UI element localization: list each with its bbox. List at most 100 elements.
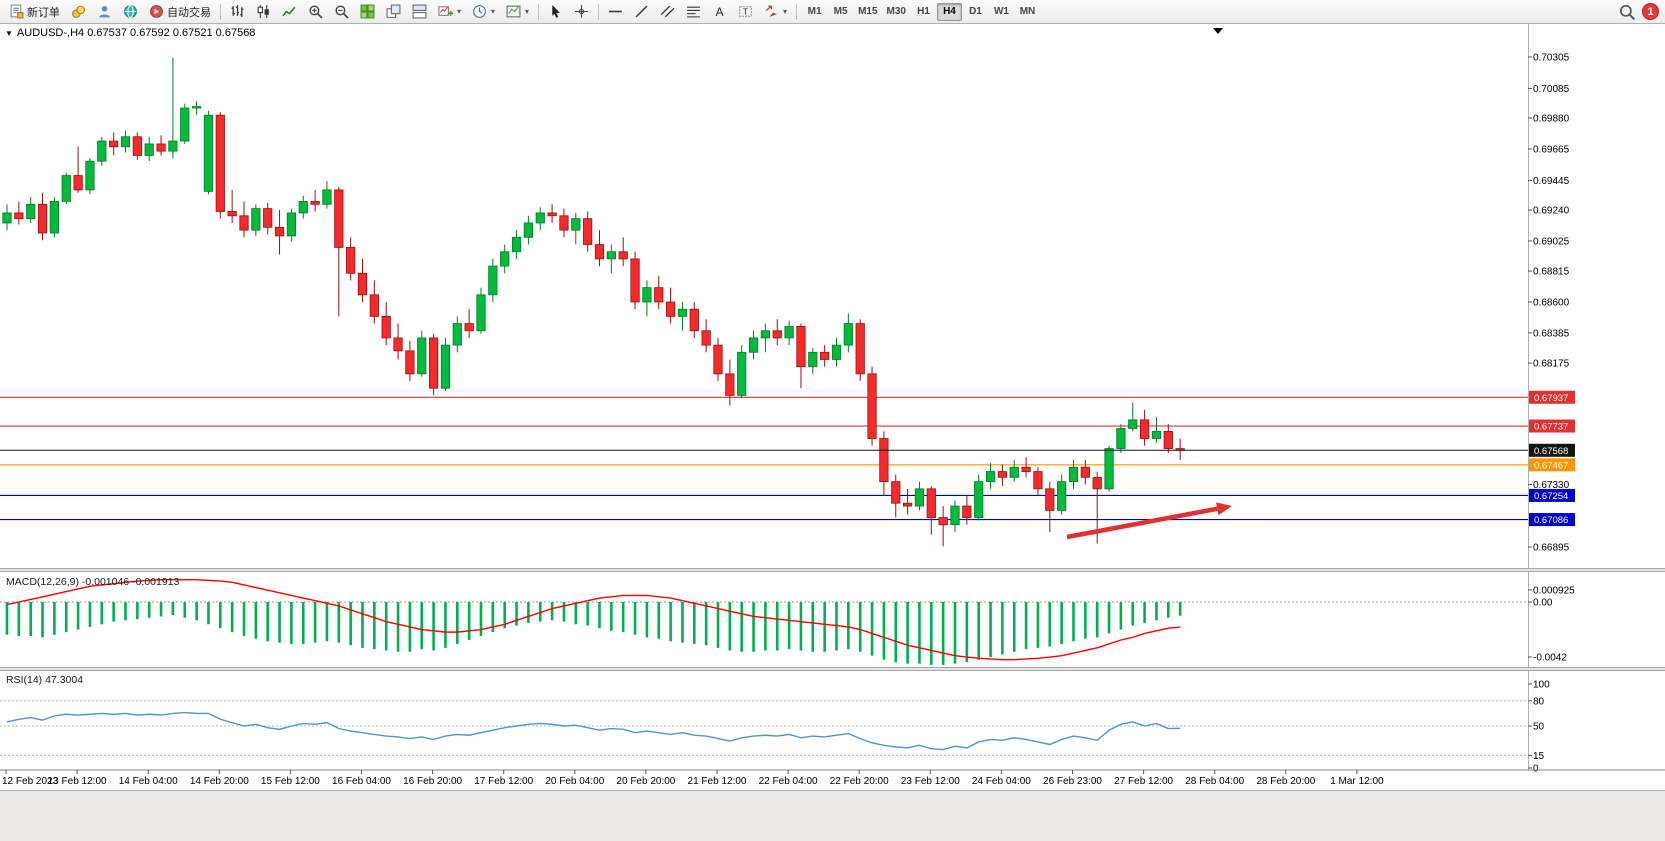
- new-order-icon: [9, 4, 24, 19]
- market-watch-button[interactable]: [66, 2, 91, 22]
- svg-text:0.67737: 0.67737: [1534, 422, 1568, 433]
- svg-text:13 Feb 12:00: 13 Feb 12:00: [48, 776, 107, 787]
- trend-arrow: [1066, 502, 1232, 540]
- macd-indicator-label: MACD(12,26,9) -0.001046 -0.001913: [6, 576, 180, 588]
- svg-text:20 Feb 04:00: 20 Feb 04:00: [545, 776, 604, 787]
- svg-text:0.67086: 0.67086: [1534, 515, 1568, 526]
- price-chart-canvas[interactable]: 0.70305 0.70085 0.69880 0.69665 0.69445 0.692…: [0, 24, 1665, 841]
- tile-windows-button[interactable]: [355, 2, 380, 22]
- macd-splitter[interactable]: [0, 568, 1665, 572]
- shapes-tool-button[interactable]: ▾: [759, 2, 792, 22]
- svg-text:24 Feb 04:00: 24 Feb 04:00: [972, 776, 1031, 787]
- accounts-button[interactable]: [92, 2, 117, 22]
- templates-button[interactable]: ▾: [501, 2, 534, 22]
- dropdown-caret-icon: ▾: [525, 7, 530, 16]
- cursor-button[interactable]: [543, 2, 568, 22]
- svg-text:16 Feb 20:00: 16 Feb 20:00: [403, 776, 462, 787]
- candlestick-chart-button[interactable]: [251, 2, 276, 22]
- svg-text:0.67254: 0.67254: [1534, 491, 1568, 502]
- arrange-icon: [412, 4, 427, 19]
- search-icon[interactable]: [1618, 3, 1636, 21]
- channel-tool-button[interactable]: [655, 2, 680, 22]
- rsi-indicator-label: RSI(14) 47.3004: [6, 674, 84, 686]
- line-chart-icon: [282, 4, 297, 19]
- svg-text:0.69445: 0.69445: [1533, 176, 1570, 187]
- periods-button[interactable]: ▾: [467, 2, 500, 22]
- svg-text:0.68600: 0.68600: [1533, 298, 1570, 309]
- timeframe-h1[interactable]: H1: [917, 5, 930, 17]
- globe-icon: [123, 4, 138, 19]
- svg-text:0: 0: [1533, 764, 1539, 775]
- timeframe-m30[interactable]: M30: [886, 5, 906, 17]
- zoom-in-icon: [308, 4, 323, 19]
- svg-text:0.67568: 0.67568: [1534, 446, 1568, 457]
- dropdown-caret-icon: ▾: [457, 7, 462, 16]
- chart-symbol-header: ▼ AUDUSD-,H4 0.67537 0.67592 0.67521 0.6…: [5, 27, 255, 39]
- hline-icon: [608, 4, 623, 19]
- svg-text:15 Feb 12:00: 15 Feb 12:00: [261, 776, 320, 787]
- label-icon: T: [738, 4, 753, 19]
- toolbar-separator: [796, 3, 798, 20]
- rsi-splitter[interactable]: [0, 667, 1665, 671]
- text-icon: A: [712, 4, 727, 19]
- svg-text:15: 15: [1533, 751, 1545, 762]
- zoom-out-button[interactable]: [329, 2, 354, 22]
- label-tool-button[interactable]: T: [733, 2, 758, 22]
- arrange-windows-button[interactable]: [407, 2, 432, 22]
- svg-text:16 Feb 04:00: 16 Feb 04:00: [332, 776, 391, 787]
- new-order-button[interactable]: 新订单: [4, 2, 65, 22]
- rsi-panel: 100 80 50 15 0: [0, 680, 1550, 775]
- cascade-windows-button[interactable]: [381, 2, 406, 22]
- symbol-ohlc-text: AUDUSD-,H4 0.67537 0.67592 0.67521 0.675…: [16, 27, 256, 39]
- timeframe-mn[interactable]: MN: [1019, 5, 1036, 17]
- svg-text:21 Feb 12:00: 21 Feb 12:00: [688, 776, 747, 787]
- ohlc-bars-icon: [230, 4, 245, 19]
- timeframe-m1[interactable]: M1: [807, 5, 822, 17]
- fibonacci-tool-button[interactable]: [681, 2, 706, 22]
- autotrade-icon: [149, 4, 164, 19]
- bar-chart-button[interactable]: [225, 2, 250, 22]
- timeframe-m15[interactable]: M15: [858, 5, 878, 17]
- chevron-down-icon: ▼: [5, 28, 13, 38]
- timeframe-m5[interactable]: M5: [833, 5, 848, 17]
- timeframe-w1[interactable]: W1: [993, 5, 1009, 17]
- svg-text:20 Feb 20:00: 20 Feb 20:00: [616, 776, 675, 787]
- chart-shift-marker: [1213, 28, 1223, 34]
- notification-badge[interactable]: 1: [1642, 3, 1659, 20]
- auto-trading-button[interactable]: 自动交易: [144, 2, 216, 22]
- trendline-tool-button[interactable]: [629, 2, 654, 22]
- svg-text:14 Feb 20:00: 14 Feb 20:00: [190, 776, 249, 787]
- dropdown-caret-icon: ▾: [491, 7, 496, 16]
- chart-window[interactable]: 0.70305 0.70085 0.69880 0.69665 0.69445 0.692…: [0, 24, 1665, 841]
- crosshair-icon: [574, 4, 589, 19]
- new-chart-icon: [438, 4, 453, 19]
- timeframe-d1[interactable]: D1: [969, 5, 982, 17]
- dropdown-caret-icon: ▾: [783, 7, 788, 16]
- svg-text:0.70305: 0.70305: [1533, 53, 1570, 64]
- svg-text:0.70085: 0.70085: [1533, 84, 1570, 95]
- svg-text:A: A: [716, 6, 724, 19]
- svg-text:100: 100: [1533, 680, 1550, 691]
- line-chart-button[interactable]: [277, 2, 302, 22]
- zoom-in-button[interactable]: [303, 2, 328, 22]
- timeframe-h4[interactable]: H4: [936, 2, 962, 21]
- price-lines-layer: [0, 396, 1528, 521]
- svg-text:0.69665: 0.69665: [1533, 144, 1570, 155]
- zoom-out-icon: [334, 4, 349, 19]
- crosshair-button[interactable]: [569, 2, 594, 22]
- svg-text:0.68175: 0.68175: [1533, 359, 1570, 370]
- candlestick-icon: [256, 4, 271, 19]
- svg-text:0.68385: 0.68385: [1533, 328, 1570, 339]
- channel-icon: [660, 4, 675, 19]
- text-tool-button[interactable]: A: [707, 2, 732, 22]
- new-chart-button[interactable]: ▾: [433, 2, 466, 22]
- svg-text:0.68815: 0.68815: [1533, 267, 1570, 278]
- svg-text:0.67937: 0.67937: [1534, 393, 1568, 404]
- new-order-button-label: 新订单: [27, 6, 60, 19]
- svg-text:1 Mar 12:00: 1 Mar 12:00: [1330, 776, 1384, 787]
- community-button[interactable]: [118, 2, 143, 22]
- toolbar-right-group: 1: [1618, 3, 1661, 21]
- hline-tool-button[interactable]: [603, 2, 628, 22]
- window-footer: [0, 790, 1665, 841]
- user-icon: [97, 4, 112, 19]
